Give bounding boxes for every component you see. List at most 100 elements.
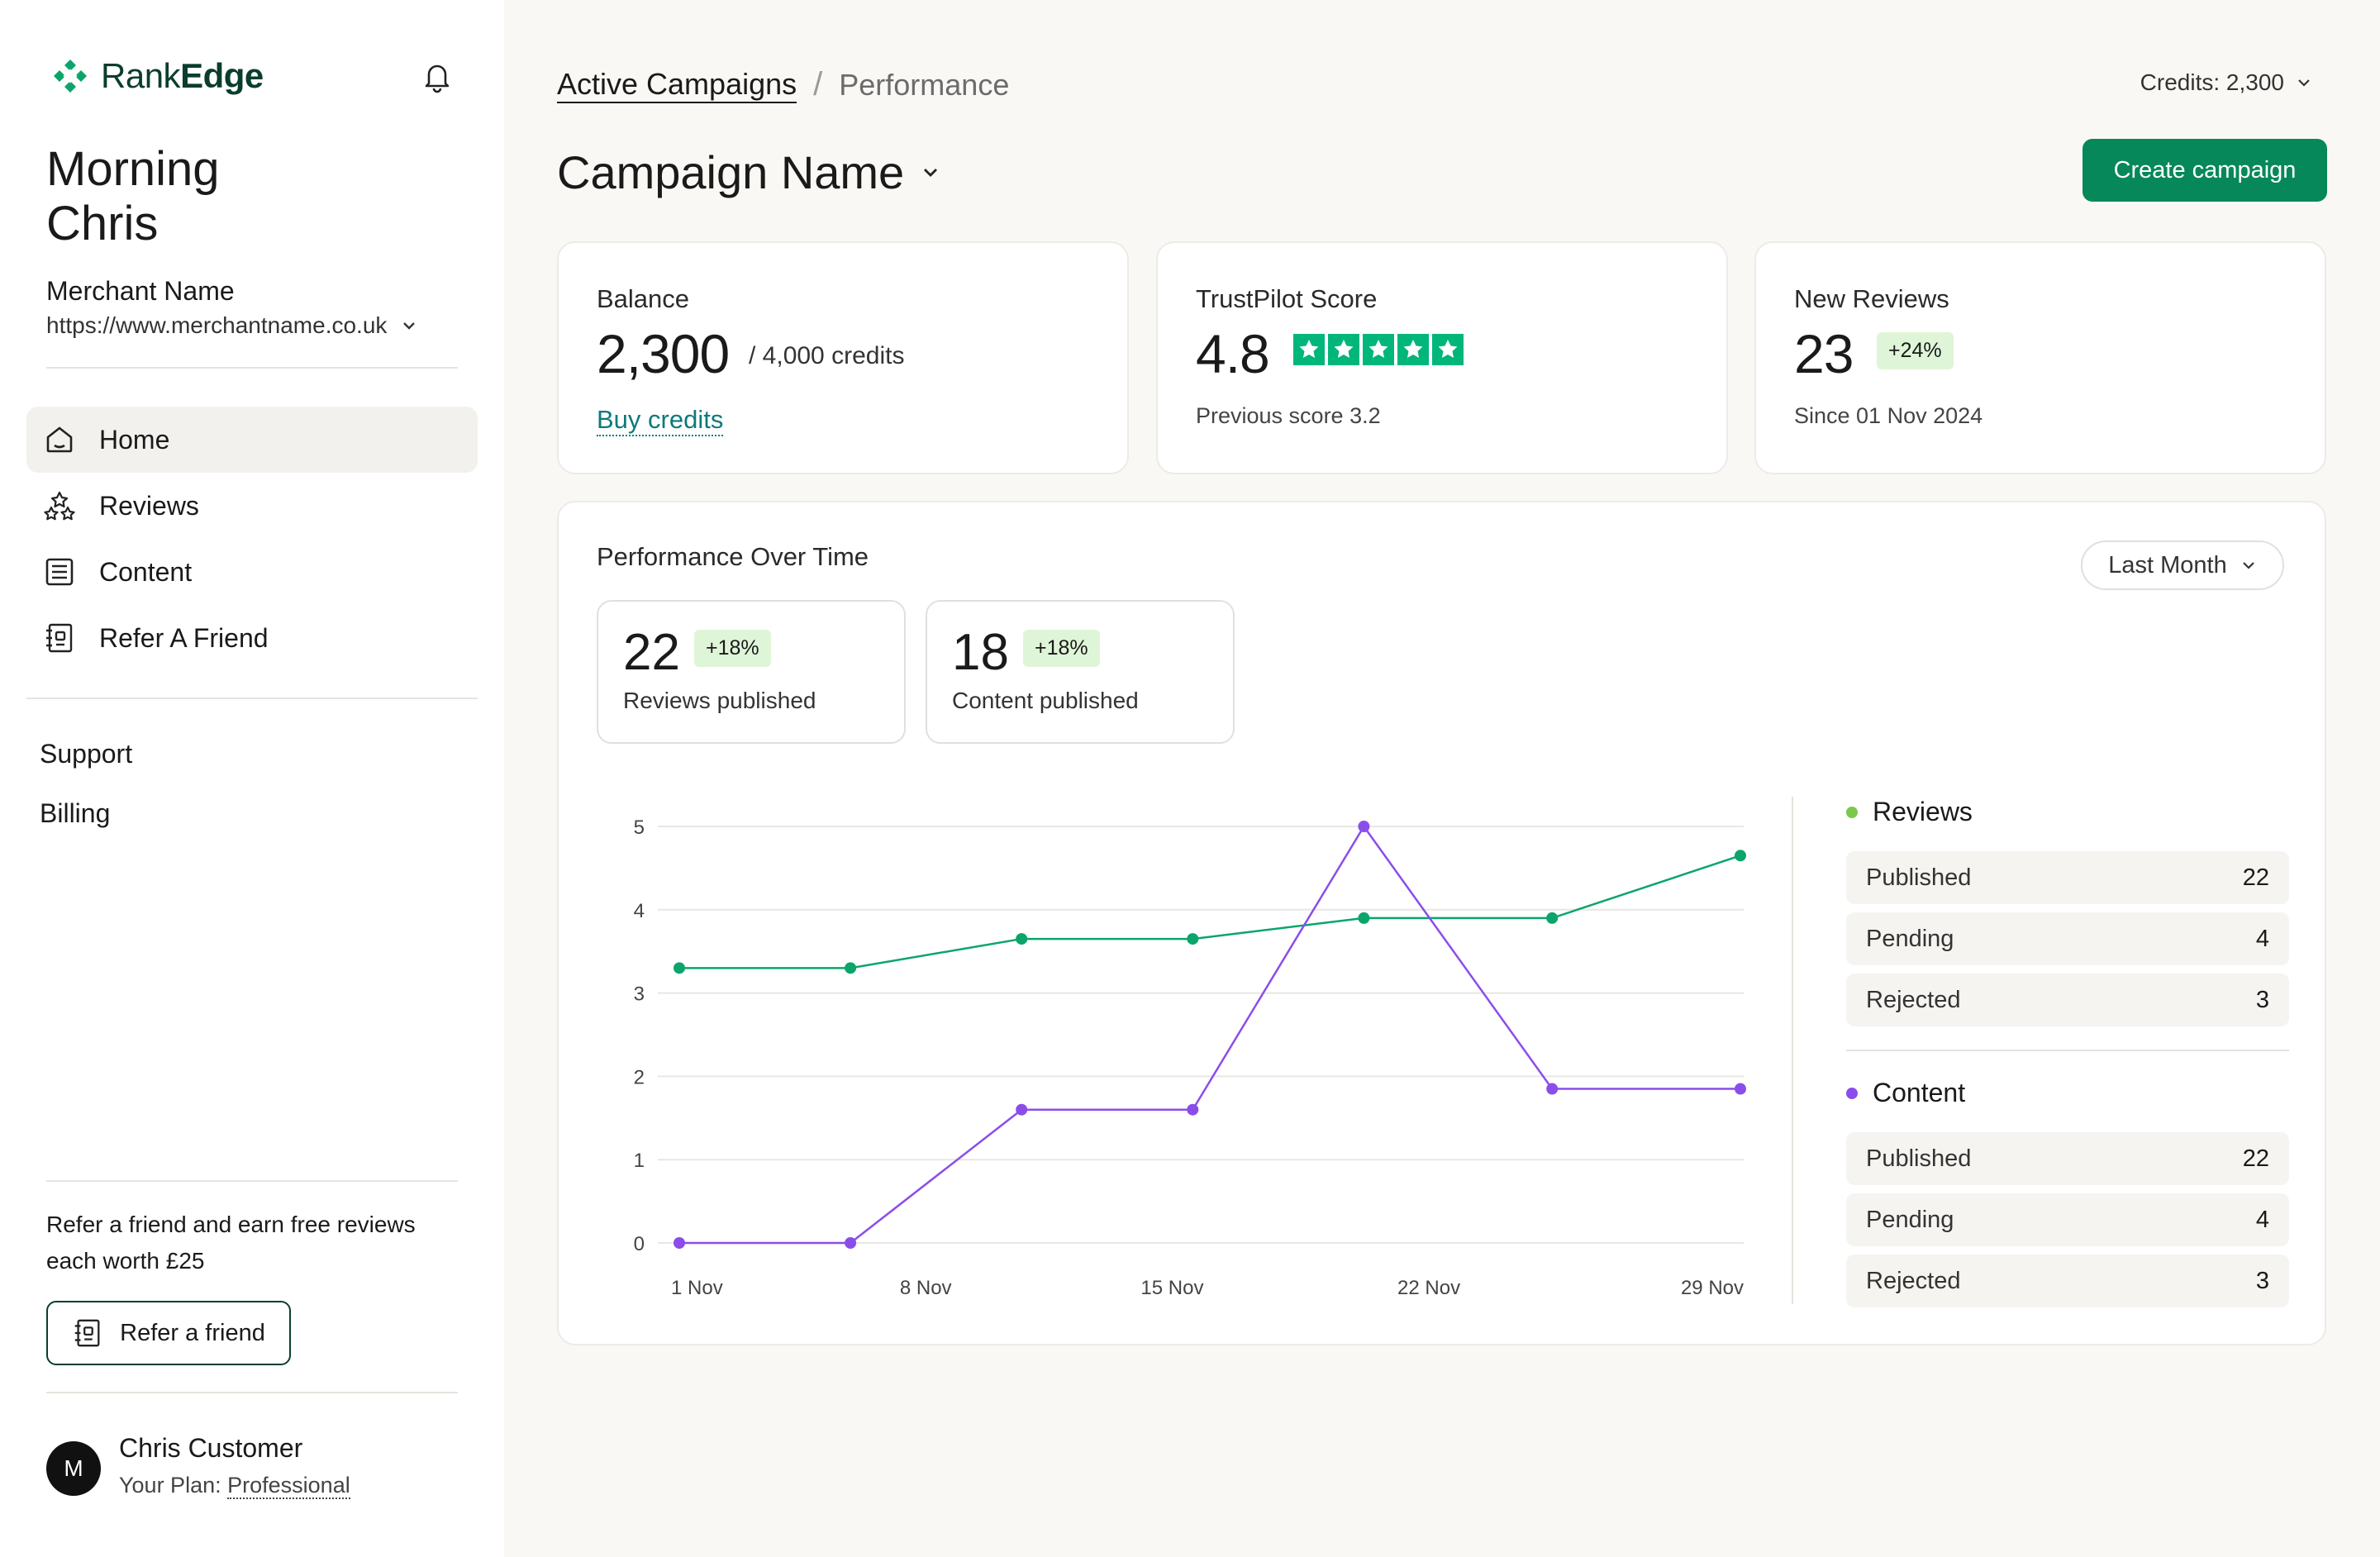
y-tick-label: 0: [634, 1233, 645, 1255]
bell-icon[interactable]: [418, 58, 456, 96]
chevron-down-icon: [924, 168, 938, 177]
divider: [46, 1180, 458, 1182]
nav-content[interactable]: Content: [26, 539, 478, 605]
star-icon: [1363, 334, 1394, 365]
chevron-down-icon: [2298, 79, 2310, 87]
balance-value: 2,300: [597, 323, 730, 384]
brand-name: RankEdge: [101, 56, 264, 95]
x-tick-label: 8 Nov: [900, 1277, 952, 1299]
nav-home[interactable]: Home: [26, 407, 478, 473]
legend-row: Published 22: [1846, 851, 2289, 904]
date-range-label: Last Month: [2108, 551, 2227, 579]
x-tick-label: 1 Nov: [671, 1277, 723, 1299]
series-line-1: [679, 824, 1740, 1245]
logo[interactable]: RankEdge: [51, 56, 264, 96]
star-icon: [1328, 334, 1359, 365]
nav-reviews[interactable]: Reviews: [26, 473, 478, 539]
divider: [1846, 1050, 2289, 1051]
nav-label: Content: [99, 556, 193, 587]
document-icon: [45, 558, 74, 586]
user-name: Chris Customer: [119, 1433, 303, 1463]
page-title: Campaign Name: [557, 146, 905, 198]
breadcrumb-separator: /: [813, 66, 823, 102]
reviews-dot-icon: [1846, 806, 1858, 818]
data-point: [1546, 912, 1559, 924]
new-reviews-card: New Reviews 23 +24% Since 01 Nov 2024: [1754, 241, 2326, 474]
change-badge: +18%: [694, 630, 771, 667]
data-point: [1358, 821, 1370, 832]
star-icon: [1293, 334, 1325, 365]
x-tick-label: 29 Nov: [1681, 1277, 1744, 1299]
change-badge: +24%: [1877, 332, 1954, 369]
data-point: [845, 962, 857, 974]
card-label: New Reviews: [1794, 284, 1949, 313]
data-point: [1735, 1083, 1746, 1095]
content-published-card: 18 +18% Content published: [926, 600, 1235, 744]
data-point: [674, 962, 685, 974]
trustpilot-stars: [1293, 334, 1467, 365]
mini-value: 18: [952, 624, 1009, 681]
y-tick-label: 1: [634, 1150, 645, 1172]
avatar[interactable]: M: [46, 1441, 101, 1496]
legend-row: Rejected 3: [1846, 1255, 2289, 1307]
new-reviews-value: 23: [1794, 323, 1854, 384]
merchant-url: https://www.merchantname.co.uk: [46, 312, 388, 338]
chevron-down-icon: [403, 322, 416, 330]
nav-refer-a-friend[interactable]: Refer A Friend: [26, 605, 478, 671]
card-label: Balance: [597, 284, 690, 313]
reviews-published-card: 22 +18% Reviews published: [597, 600, 906, 744]
data-point: [1016, 933, 1028, 945]
data-point: [845, 1237, 857, 1249]
data-point: [1358, 912, 1370, 924]
legend-row: Published 22: [1846, 1132, 2289, 1185]
chart-legend-divider: [1792, 797, 1793, 1304]
performance-panel: Performance Over Time Last Month 22 +18%…: [557, 501, 2326, 1345]
billing-link[interactable]: Billing: [40, 798, 111, 828]
create-campaign-button[interactable]: Create campaign: [2082, 139, 2327, 202]
divider: [26, 698, 478, 699]
sidebar: RankEdge Morning Chris Merchant Name htt…: [0, 0, 504, 1557]
data-point: [1187, 933, 1199, 945]
support-link[interactable]: Support: [40, 739, 133, 769]
plan-link[interactable]: Professional: [227, 1473, 350, 1499]
merchant-name: Merchant Name: [46, 276, 235, 306]
legend-reviews-heading: Reviews: [1846, 797, 1973, 827]
contact-book-icon: [46, 623, 73, 653]
since-date: Since 01 Nov 2024: [1794, 403, 1983, 428]
refer-a-friend-button[interactable]: Refer a friend: [46, 1301, 291, 1365]
breadcrumb-current: Performance: [839, 67, 1010, 102]
data-point: [1187, 1103, 1199, 1116]
series-line-0: [679, 855, 1741, 969]
previous-score: Previous score 3.2: [1196, 403, 1381, 428]
rankedge-logo-icon: [54, 60, 87, 93]
data-point: [1735, 850, 1746, 862]
divider: [46, 367, 458, 369]
breadcrumb: Active Campaigns / Performance: [557, 66, 1009, 103]
data-point: [674, 1237, 685, 1249]
greeting: Morning Chris: [46, 142, 220, 250]
content-dot-icon: [1846, 1087, 1858, 1099]
breadcrumb-active-campaigns[interactable]: Active Campaigns: [557, 67, 797, 103]
buy-credits-link[interactable]: Buy credits: [597, 405, 724, 436]
legend-row: Rejected 3: [1846, 974, 2289, 1026]
x-tick-label: 22 Nov: [1397, 1277, 1460, 1299]
balance-suffix: / 4,000 credits: [749, 342, 905, 369]
chevron-down-icon: [2242, 562, 2254, 569]
merchant-selector[interactable]: https://www.merchantname.co.uk: [46, 312, 418, 339]
campaign-selector[interactable]: Campaign Name: [557, 145, 940, 199]
date-range-dropdown[interactable]: Last Month: [2081, 540, 2284, 590]
nav-label: Reviews: [99, 490, 199, 521]
trustpilot-card: TrustPilot Score 4.8 Previous score 3.2: [1156, 241, 1728, 474]
credits-dropdown[interactable]: Credits: 2,300: [2140, 69, 2312, 96]
refer-promo-text: Refer a friend and earn free reviews eac…: [46, 1212, 416, 1274]
change-badge: +18%: [1023, 630, 1100, 667]
y-tick-label: 3: [634, 983, 645, 1006]
stars-icon: [44, 491, 75, 521]
divider: [46, 1392, 458, 1393]
mini-label: Content published: [952, 688, 1139, 713]
x-tick-label: 15 Nov: [1140, 1277, 1203, 1299]
performance-line-chart: 0 1 2 3 4 5 1 Nov 8 Nov 15 Nov 22 Nov 29 Nov: [634, 817, 1746, 1299]
legend-row: Pending 4: [1846, 912, 2289, 965]
star-icon: [1432, 334, 1464, 365]
trustpilot-score: 4.8: [1196, 323, 1270, 384]
